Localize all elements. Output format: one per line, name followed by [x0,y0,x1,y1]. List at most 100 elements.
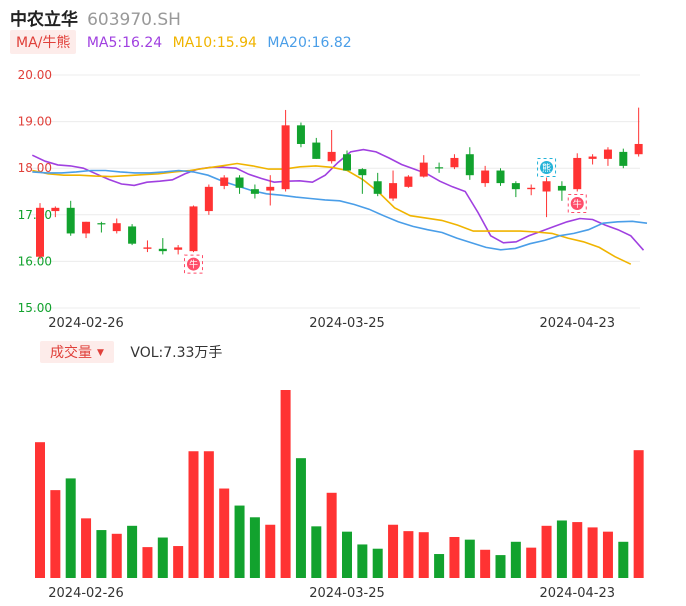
volume-bar [449,536,460,578]
bull-badge-icon[interactable]: 牛 [567,194,587,213]
price-axis-labels: 20.00 19.00 18.00 17.00 16.00 15.00 [18,68,52,315]
volume-bar [495,555,506,578]
svg-text:牛: 牛 [189,259,198,271]
candle [603,147,612,166]
volume-bar [480,549,491,578]
candle [296,122,305,148]
candle [220,175,229,190]
candle [404,175,413,188]
candle [511,181,520,198]
date-tick-label: 2024-03-25 [309,586,385,601]
volume-bar [142,547,153,578]
bull-badge-icon[interactable]: 牛 [184,254,203,274]
volume-bar [295,458,306,578]
candle [419,155,428,178]
date-tick-label: 2024-03-25 [309,316,385,331]
price-tick-label: 20.00 [18,68,52,82]
candle [358,168,367,194]
volume-readout: VOL:7.33万手 [130,345,223,361]
svg-text:熊: 熊 [542,162,551,174]
candle [36,203,44,260]
candle [557,181,566,201]
volume-bar [173,546,184,578]
candle [128,224,137,246]
candle [97,221,106,233]
price-tick-label: 15.00 [18,301,52,315]
date-tick-label: 2024-02-26 [48,586,124,601]
volume-bar [510,541,521,578]
volume-bar [280,390,291,578]
date-tick-label: 2024-04-23 [539,586,615,601]
candle [619,148,628,169]
caret-down-icon: ▼ [97,348,104,358]
candle [481,165,490,187]
candle [281,109,290,192]
stock-code: 603970.SH [87,10,181,30]
volume-bar [541,525,552,578]
candle [527,184,536,196]
volume-bar [357,544,368,578]
candle [51,206,60,218]
volume-bars [35,390,644,578]
candle [343,150,351,171]
candle [450,154,459,170]
ma-toggle-button[interactable]: MA/牛熊 [10,30,77,54]
volume-bar [556,520,567,578]
candlestick-series [36,107,643,260]
ma20-line [32,169,648,251]
volume-bar [403,531,414,578]
volume-bar [65,478,76,578]
candle [496,168,505,186]
candle [112,218,121,234]
volume-bar [249,517,260,578]
volume-bar [234,505,245,578]
volume-bar [219,488,230,578]
candle [204,184,213,215]
candle [634,107,643,157]
volume-toggle-label: 成交量 [50,345,92,361]
volume-bar [602,531,613,578]
candle [327,129,336,164]
svg-text:牛: 牛 [573,198,582,210]
candle [465,147,474,180]
volume-bar [587,527,598,578]
volume-bar [265,524,276,578]
price-tick-label: 18.00 [18,161,52,175]
price-tick-label: 16.00 [18,254,52,268]
volume-date-axis: 2024-02-26 2024-03-25 2024-04-23 [48,586,615,601]
volume-bar [618,541,629,578]
price-grid [30,74,640,309]
volume-bar [572,522,583,578]
volume-bar [81,518,92,578]
volume-bar [633,450,644,578]
date-tick-label: 2024-02-26 [48,316,124,331]
volume-bar [111,533,122,578]
candle [542,177,551,218]
bear-badge-icon[interactable]: 熊 [537,158,557,178]
candle [174,245,183,255]
volume-bar [434,554,445,578]
candle [373,172,382,197]
price-tick-label: 19.00 [18,115,52,129]
candle [250,184,259,199]
volume-legend-row: 成交量 ▼ VOL:7.33万手 [40,341,223,363]
volume-bar [96,530,107,578]
price-date-axis: 2024-02-26 2024-03-25 2024-04-23 [48,316,615,331]
volume-bar [342,531,352,578]
volume-bar [127,525,138,578]
volume-bar [464,539,475,578]
volume-bar [203,451,214,578]
price-tick-label: 17.00 [18,208,52,222]
ma20-legend: MA20:16.82 [267,35,352,51]
ma5-legend: MA5:16.24 [86,35,163,51]
volume-toggle-button[interactable]: 成交量 ▼ [40,341,114,363]
candle [158,238,167,255]
bull-bear-badges: 牛 熊牛 [184,158,587,274]
ma10-line [32,162,632,265]
candle [143,240,152,253]
volume-bar [418,532,429,578]
candle [189,205,198,253]
ma5-line [31,148,645,251]
volume-bar [388,524,399,578]
